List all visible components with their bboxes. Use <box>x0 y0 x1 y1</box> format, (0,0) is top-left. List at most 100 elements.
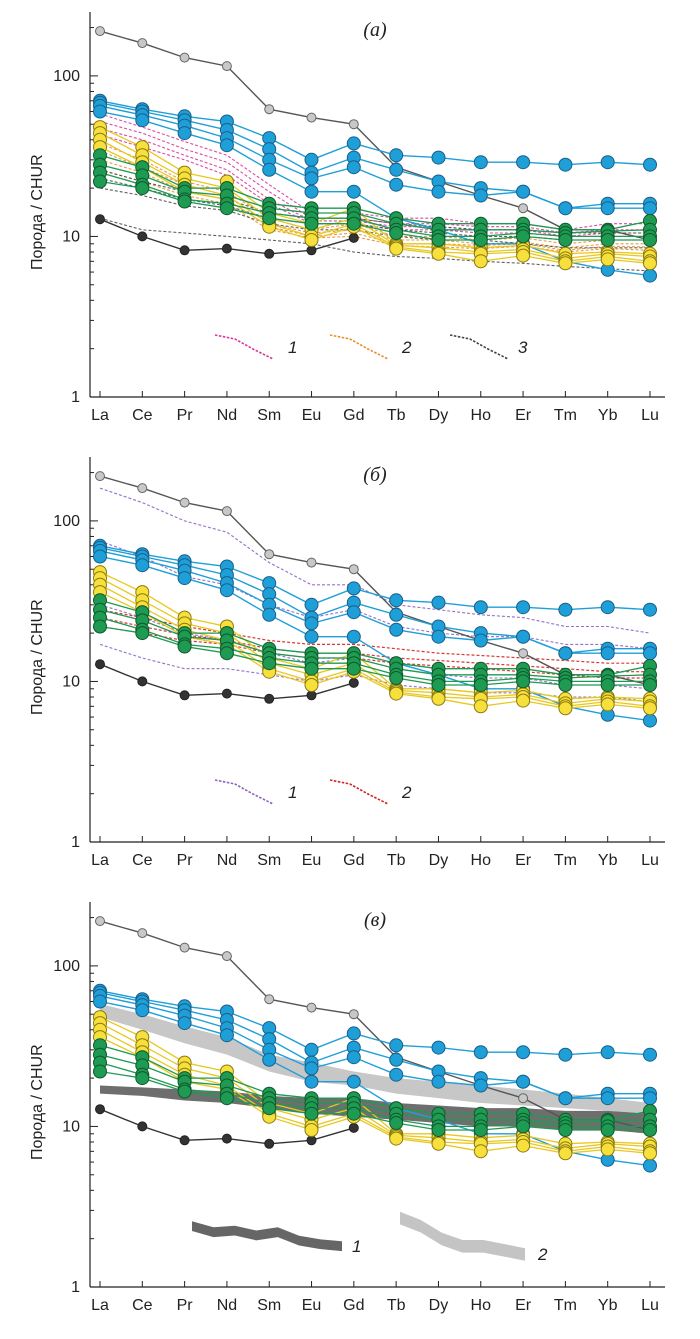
x-tick-label: Er <box>515 1297 532 1314</box>
legend-label-3: 3 <box>518 338 528 357</box>
data-point-yellow <box>432 692 445 705</box>
data-point-blue <box>305 617 318 630</box>
data-point-gray <box>519 1094 528 1103</box>
y-axis-label: Порода / CHUR <box>29 154 46 270</box>
x-tick-label: Ho <box>471 407 492 424</box>
data-point-green <box>390 1117 403 1130</box>
data-point-gray <box>349 565 358 574</box>
data-point-blue <box>347 582 360 595</box>
data-point-blue <box>347 137 360 150</box>
data-point-blue <box>517 630 530 643</box>
data-point-green <box>94 620 107 633</box>
data-point-green <box>94 1065 107 1078</box>
data-point-blue <box>263 163 276 176</box>
data-point-black <box>349 678 358 687</box>
x-tick-label: Eu <box>302 852 322 869</box>
data-point-green <box>305 217 318 230</box>
data-point-black <box>138 677 147 686</box>
x-tick-label: Dy <box>429 1297 449 1314</box>
data-point-black <box>138 1122 147 1131</box>
panel-b: 110100La Ce Pr Nd Sm Eu Gd Tb Dy Ho Er Tm Yb LuПорода… <box>29 457 665 869</box>
x-tick-label: Ho <box>471 1297 492 1314</box>
data-point-green <box>644 1124 657 1137</box>
data-point-blue <box>601 1046 614 1059</box>
legend-swatch-2 <box>400 1212 525 1261</box>
data-point-blue <box>474 601 487 614</box>
data-point-yellow <box>305 234 318 247</box>
data-point-gray <box>138 39 147 48</box>
data-point-blue <box>517 156 530 169</box>
data-point-blue <box>347 606 360 619</box>
x-tick-label: Eu <box>302 1297 322 1314</box>
data-point-blue <box>432 630 445 643</box>
data-point-gray <box>222 62 231 71</box>
data-point-black <box>307 1136 316 1145</box>
data-point-blue <box>347 630 360 643</box>
data-point-blue <box>559 1092 572 1105</box>
data-point-green <box>390 227 403 240</box>
data-point-black <box>265 249 274 258</box>
data-point-yellow <box>601 698 614 711</box>
data-point-black <box>96 215 105 224</box>
data-point-blue <box>601 156 614 169</box>
x-tick-label: Tb <box>387 407 406 424</box>
data-point-blue <box>178 127 191 140</box>
data-point-blue <box>644 158 657 171</box>
data-point-green <box>178 195 191 208</box>
data-point-black <box>138 232 147 241</box>
x-tick-label: Ce <box>132 407 153 424</box>
data-point-blue <box>305 185 318 198</box>
legend-swatch-3 <box>450 335 508 359</box>
data-point-gray <box>180 498 189 507</box>
legend-swatch-2 <box>330 780 388 804</box>
data-point-green <box>220 202 233 215</box>
data-point-yellow <box>517 249 530 262</box>
data-point-green <box>432 1124 445 1137</box>
data-point-gray <box>349 120 358 129</box>
x-tick-label: Er <box>515 852 532 869</box>
data-point-black <box>265 694 274 703</box>
data-point-black <box>180 691 189 700</box>
data-point-gray <box>138 929 147 938</box>
data-point-gray <box>349 1010 358 1019</box>
data-point-green <box>432 679 445 692</box>
x-tick-label: Eu <box>302 407 322 424</box>
data-point-green <box>644 234 657 247</box>
x-tick-label: Pr <box>177 1297 194 1314</box>
data-point-blue <box>220 584 233 597</box>
data-point-blue <box>644 1159 657 1172</box>
data-point-black <box>180 246 189 255</box>
data-point-blue <box>305 1062 318 1075</box>
data-point-blue <box>347 161 360 174</box>
data-point-green <box>94 175 107 188</box>
data-point-blue <box>136 559 149 572</box>
legend-swatch-1 <box>192 1221 342 1251</box>
x-tick-label: Ce <box>132 1297 153 1314</box>
x-tick-label: Nd <box>217 852 237 869</box>
x-tick-label: Yb <box>598 407 618 424</box>
data-point-green <box>305 662 318 675</box>
data-point-blue <box>517 1046 530 1059</box>
data-point-black <box>307 246 316 255</box>
data-point-black <box>349 233 358 242</box>
data-point-blue <box>390 594 403 607</box>
data-point-gray <box>180 943 189 952</box>
x-tick-label: Pr <box>177 407 194 424</box>
y-axis-label: Порода / CHUR <box>29 1044 46 1160</box>
panel-a: 1 10 100 La Ce Pr Nd Sm Eu Gd Tb Dy Ho Er Tm Yb Lu Порода… <box>29 12 665 424</box>
data-point-blue <box>474 156 487 169</box>
data-point-green <box>263 657 276 670</box>
data-point-green <box>601 234 614 247</box>
legend-label-1: 1 <box>288 338 297 357</box>
data-point-blue <box>94 105 107 118</box>
data-point-green <box>347 217 360 230</box>
data-point-gray <box>265 105 274 114</box>
data-point-green <box>474 234 487 247</box>
y-tick-label: 100 <box>53 513 80 530</box>
data-point-yellow <box>644 1147 657 1160</box>
x-tick-label: Yb <box>598 852 618 869</box>
y-tick-label: 1 <box>71 1279 80 1296</box>
data-point-blue <box>390 1068 403 1081</box>
data-point-blue <box>305 153 318 166</box>
data-point-blue <box>559 1048 572 1061</box>
